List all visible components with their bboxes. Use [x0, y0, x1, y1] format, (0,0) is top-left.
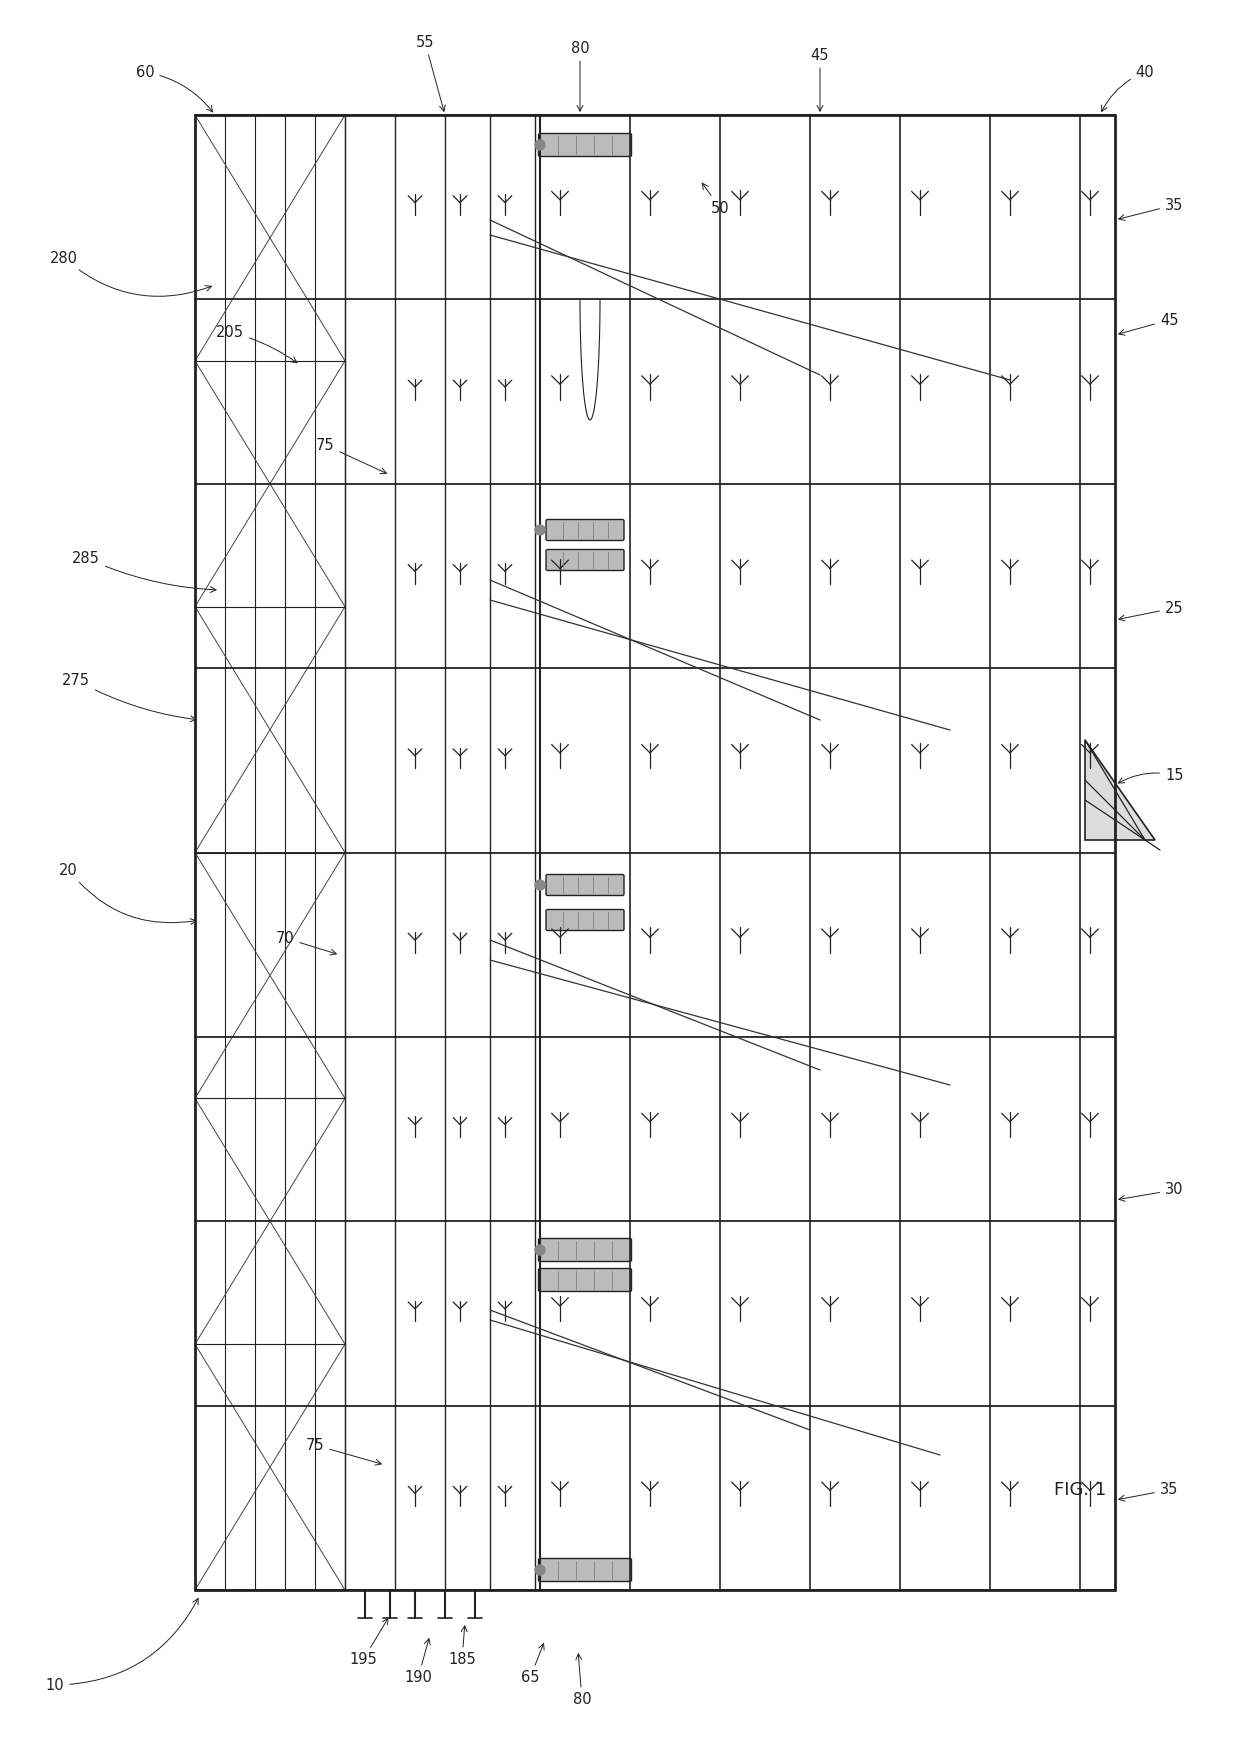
Text: 50: 50 [702, 183, 729, 216]
Text: 20: 20 [60, 862, 196, 925]
Text: 80: 80 [570, 40, 589, 111]
FancyBboxPatch shape [538, 1558, 631, 1581]
Text: 40: 40 [1101, 65, 1154, 112]
Text: 75: 75 [306, 1437, 381, 1465]
FancyBboxPatch shape [546, 909, 624, 930]
Text: 75: 75 [316, 437, 387, 474]
Text: 45: 45 [1118, 312, 1178, 335]
FancyBboxPatch shape [538, 1269, 631, 1292]
Text: 275: 275 [62, 672, 196, 721]
Text: 60: 60 [135, 65, 212, 112]
Text: 35: 35 [1118, 198, 1183, 221]
FancyBboxPatch shape [538, 1239, 631, 1262]
Text: 185: 185 [448, 1625, 476, 1667]
Text: 280: 280 [50, 251, 211, 297]
Text: 10: 10 [46, 1599, 198, 1692]
Text: 190: 190 [404, 1639, 432, 1685]
Text: 55: 55 [415, 35, 445, 111]
Polygon shape [1085, 741, 1154, 841]
Circle shape [534, 140, 546, 149]
Text: FIG. 1: FIG. 1 [1054, 1481, 1106, 1499]
Text: 70: 70 [275, 930, 336, 955]
Circle shape [534, 525, 546, 535]
FancyBboxPatch shape [546, 874, 624, 895]
Circle shape [534, 1565, 546, 1574]
Text: 80: 80 [573, 1653, 591, 1708]
Circle shape [534, 879, 546, 890]
Text: 65: 65 [521, 1644, 544, 1685]
Text: 30: 30 [1118, 1183, 1183, 1200]
Text: 35: 35 [1118, 1483, 1178, 1501]
Text: 195: 195 [350, 1618, 388, 1667]
Circle shape [534, 1244, 546, 1255]
FancyBboxPatch shape [538, 133, 631, 156]
Text: 45: 45 [811, 47, 830, 111]
Text: 25: 25 [1118, 600, 1184, 621]
Text: 285: 285 [72, 551, 216, 593]
Text: 205: 205 [216, 325, 296, 363]
Text: 15: 15 [1118, 767, 1183, 783]
FancyBboxPatch shape [546, 549, 624, 570]
FancyBboxPatch shape [546, 519, 624, 541]
